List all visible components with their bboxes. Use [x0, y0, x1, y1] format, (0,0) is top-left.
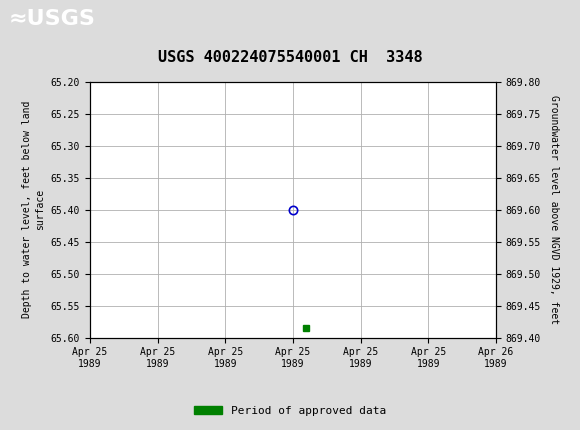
Legend: Period of approved data: Period of approved data [190, 401, 390, 420]
Y-axis label: Depth to water level, feet below land
surface: Depth to water level, feet below land su… [22, 101, 45, 318]
Text: USGS 400224075540001 CH  3348: USGS 400224075540001 CH 3348 [158, 49, 422, 64]
Text: ≈USGS: ≈USGS [9, 9, 96, 29]
Y-axis label: Groundwater level above NGVD 1929, feet: Groundwater level above NGVD 1929, feet [549, 95, 559, 324]
